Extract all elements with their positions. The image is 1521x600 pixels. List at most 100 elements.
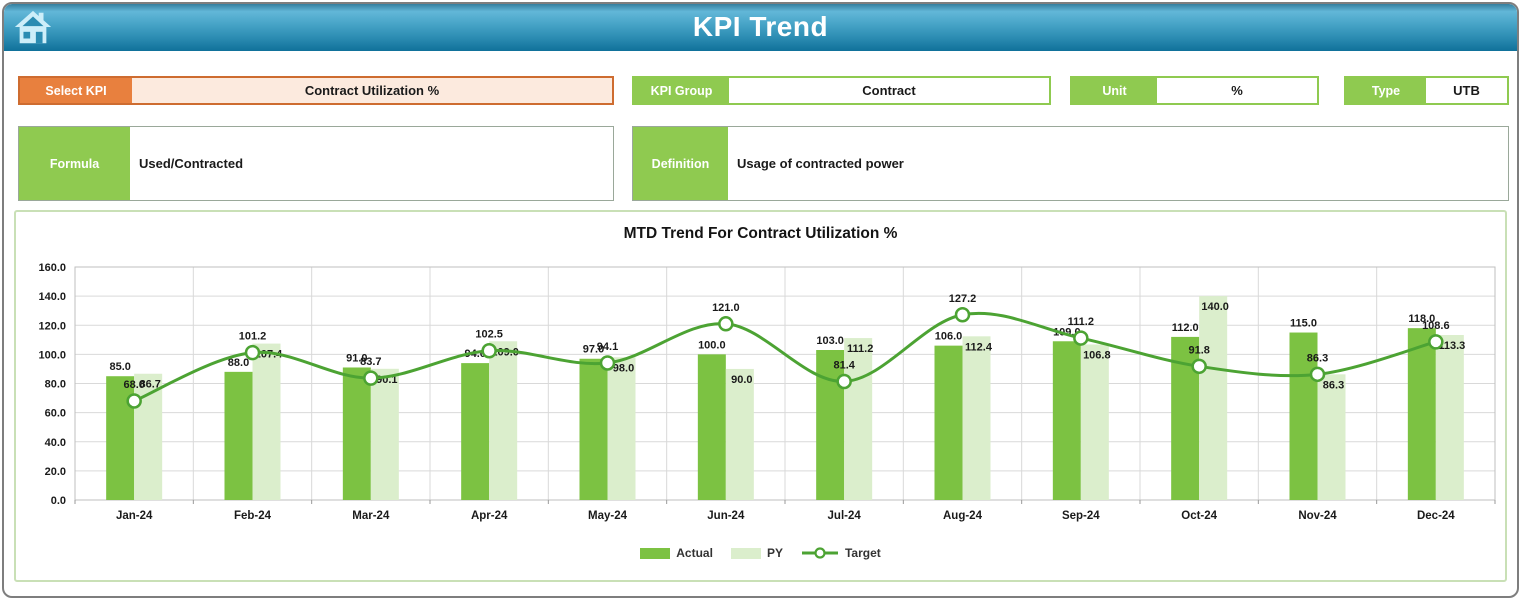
target-marker — [836, 373, 852, 390]
py-bar — [1317, 374, 1346, 500]
chart-plot-area: 0.0 20.0 40.0 60.0 80.0 100.0 120.0 140.0 160.0 J… — [16, 212, 1501, 542]
target-marker — [1191, 358, 1207, 375]
legend-item-target: Target — [801, 546, 881, 560]
x-axis-category-label: Feb-24 — [234, 510, 272, 522]
legend-swatch — [730, 547, 761, 559]
x-axis-category-label: Jul-24 — [828, 510, 862, 522]
py-bar — [607, 357, 636, 500]
target-marker — [1073, 330, 1089, 346]
actual-data-label: 103.0 — [816, 335, 844, 347]
target-data-label: 68.0 — [123, 379, 144, 391]
actual-data-label: 106.0 — [935, 331, 963, 343]
x-axis-category-label: Jun-24 — [707, 510, 745, 522]
target-data-label: 86.3 — [1307, 352, 1328, 364]
target-data-label: 81.4 — [833, 359, 855, 371]
target-marker — [599, 355, 616, 371]
py-bar — [844, 338, 873, 500]
target-data-label: 83.7 — [360, 356, 381, 368]
legend-item-py: PY — [730, 546, 783, 560]
actual-bar — [224, 371, 253, 500]
actual-bar — [461, 363, 490, 500]
y-axis-tick-label: 0.0 — [51, 495, 66, 507]
x-axis-category-label: Apr-24 — [471, 510, 508, 522]
py-data-label: 106.8 — [1083, 349, 1111, 361]
py-data-label: 140.0 — [1201, 301, 1229, 313]
actual-data-label: 91.0 — [346, 352, 367, 364]
page-title: KPI Trend — [692, 11, 829, 42]
home-icon[interactable] — [12, 7, 54, 49]
x-axis-category-label: May-24 — [588, 510, 628, 522]
select-kpi-value[interactable]: Contract Utilization % — [132, 78, 612, 103]
legend-label: Actual — [676, 546, 713, 560]
x-axis-category-label: Dec-24 — [1417, 510, 1455, 522]
target-marker — [126, 393, 142, 409]
py-data-label: 86.7 — [139, 379, 160, 391]
py-bar — [370, 368, 399, 500]
target-data-label: 101.2 — [239, 331, 267, 343]
title-bar: KPI Trend — [4, 4, 1517, 51]
y-axis-tick-label: 40.0 — [45, 437, 66, 449]
definition-control: Definition Usage of contracted power — [632, 126, 1509, 201]
x-axis-category-label: Nov-24 — [1298, 510, 1337, 522]
y-axis-tick-label: 60.0 — [45, 408, 66, 420]
target-marker — [481, 342, 497, 359]
actual-bar — [816, 350, 845, 500]
y-axis-tick-label: 100.0 — [38, 349, 66, 361]
py-bar — [1199, 296, 1228, 500]
unit-value: % — [1157, 78, 1317, 103]
py-bar — [489, 341, 518, 500]
actual-bar — [1407, 328, 1436, 500]
py-bar — [1435, 335, 1464, 500]
py-data-label: 90.0 — [731, 374, 752, 386]
target-data-label: 111.2 — [1068, 316, 1094, 328]
target-data-label: 91.8 — [1188, 344, 1209, 356]
target-marker — [718, 316, 734, 332]
py-bar — [252, 343, 281, 500]
actual-bar — [697, 354, 726, 500]
type-label: Type — [1346, 78, 1426, 103]
target-data-label: 127.2 — [949, 293, 977, 305]
y-axis-tick-label: 140.0 — [38, 291, 66, 303]
actual-bar — [934, 345, 963, 500]
x-axis-category-label: Sep-24 — [1062, 510, 1100, 522]
legend-swatch — [640, 547, 671, 559]
definition-value: Usage of contracted power — [728, 127, 1508, 200]
chart-title: MTD Trend For Contract Utilization % — [623, 225, 898, 242]
unit-label: Unit — [1072, 78, 1157, 103]
y-axis-tick-label: 80.0 — [45, 379, 66, 391]
py-data-label: 86.3 — [1323, 379, 1344, 391]
actual-bar — [579, 358, 608, 500]
target-marker — [954, 307, 971, 323]
target-marker — [1428, 334, 1444, 350]
legend-label: PY — [766, 546, 783, 560]
actual-bar — [342, 367, 371, 500]
target-marker — [244, 344, 261, 361]
y-axis-tick-label: 160.0 — [38, 262, 66, 274]
actual-data-label: 97.0 — [583, 344, 604, 356]
unit-control: Unit % — [1070, 76, 1319, 105]
x-axis-category-label: Oct-24 — [1181, 510, 1217, 522]
actual-data-label: 85.0 — [109, 361, 130, 373]
legend-item-actual: Actual — [640, 546, 713, 560]
select-kpi-control: Select KPI Contract Utilization % — [18, 76, 614, 105]
py-bar — [725, 368, 754, 500]
formula-label: Formula — [19, 127, 130, 200]
target-data-label: 94.1 — [597, 341, 618, 353]
actual-bar — [1052, 341, 1081, 500]
y-axis-tick-label: 120.0 — [38, 320, 66, 332]
type-value: UTB — [1426, 78, 1507, 103]
legend-line-swatch — [801, 547, 838, 559]
kpi-group-label: KPI Group — [634, 78, 729, 103]
x-axis-category-label: Mar-24 — [352, 510, 390, 522]
py-bar — [962, 336, 991, 500]
kpi-trend-chart[interactable]: MTD Trend For Contract Utilization % 0.0… — [14, 210, 1507, 582]
x-axis-category-label: Aug-24 — [943, 510, 983, 522]
target-marker — [363, 370, 379, 386]
py-data-label: 112.4 — [965, 341, 993, 353]
actual-data-label: 100.0 — [698, 339, 726, 351]
py-data-label: 113.3 — [1438, 340, 1465, 352]
actual-data-label: 112.0 — [1172, 322, 1199, 334]
select-kpi-label: Select KPI — [20, 78, 132, 103]
kpi-group-control: KPI Group Contract — [632, 76, 1051, 105]
